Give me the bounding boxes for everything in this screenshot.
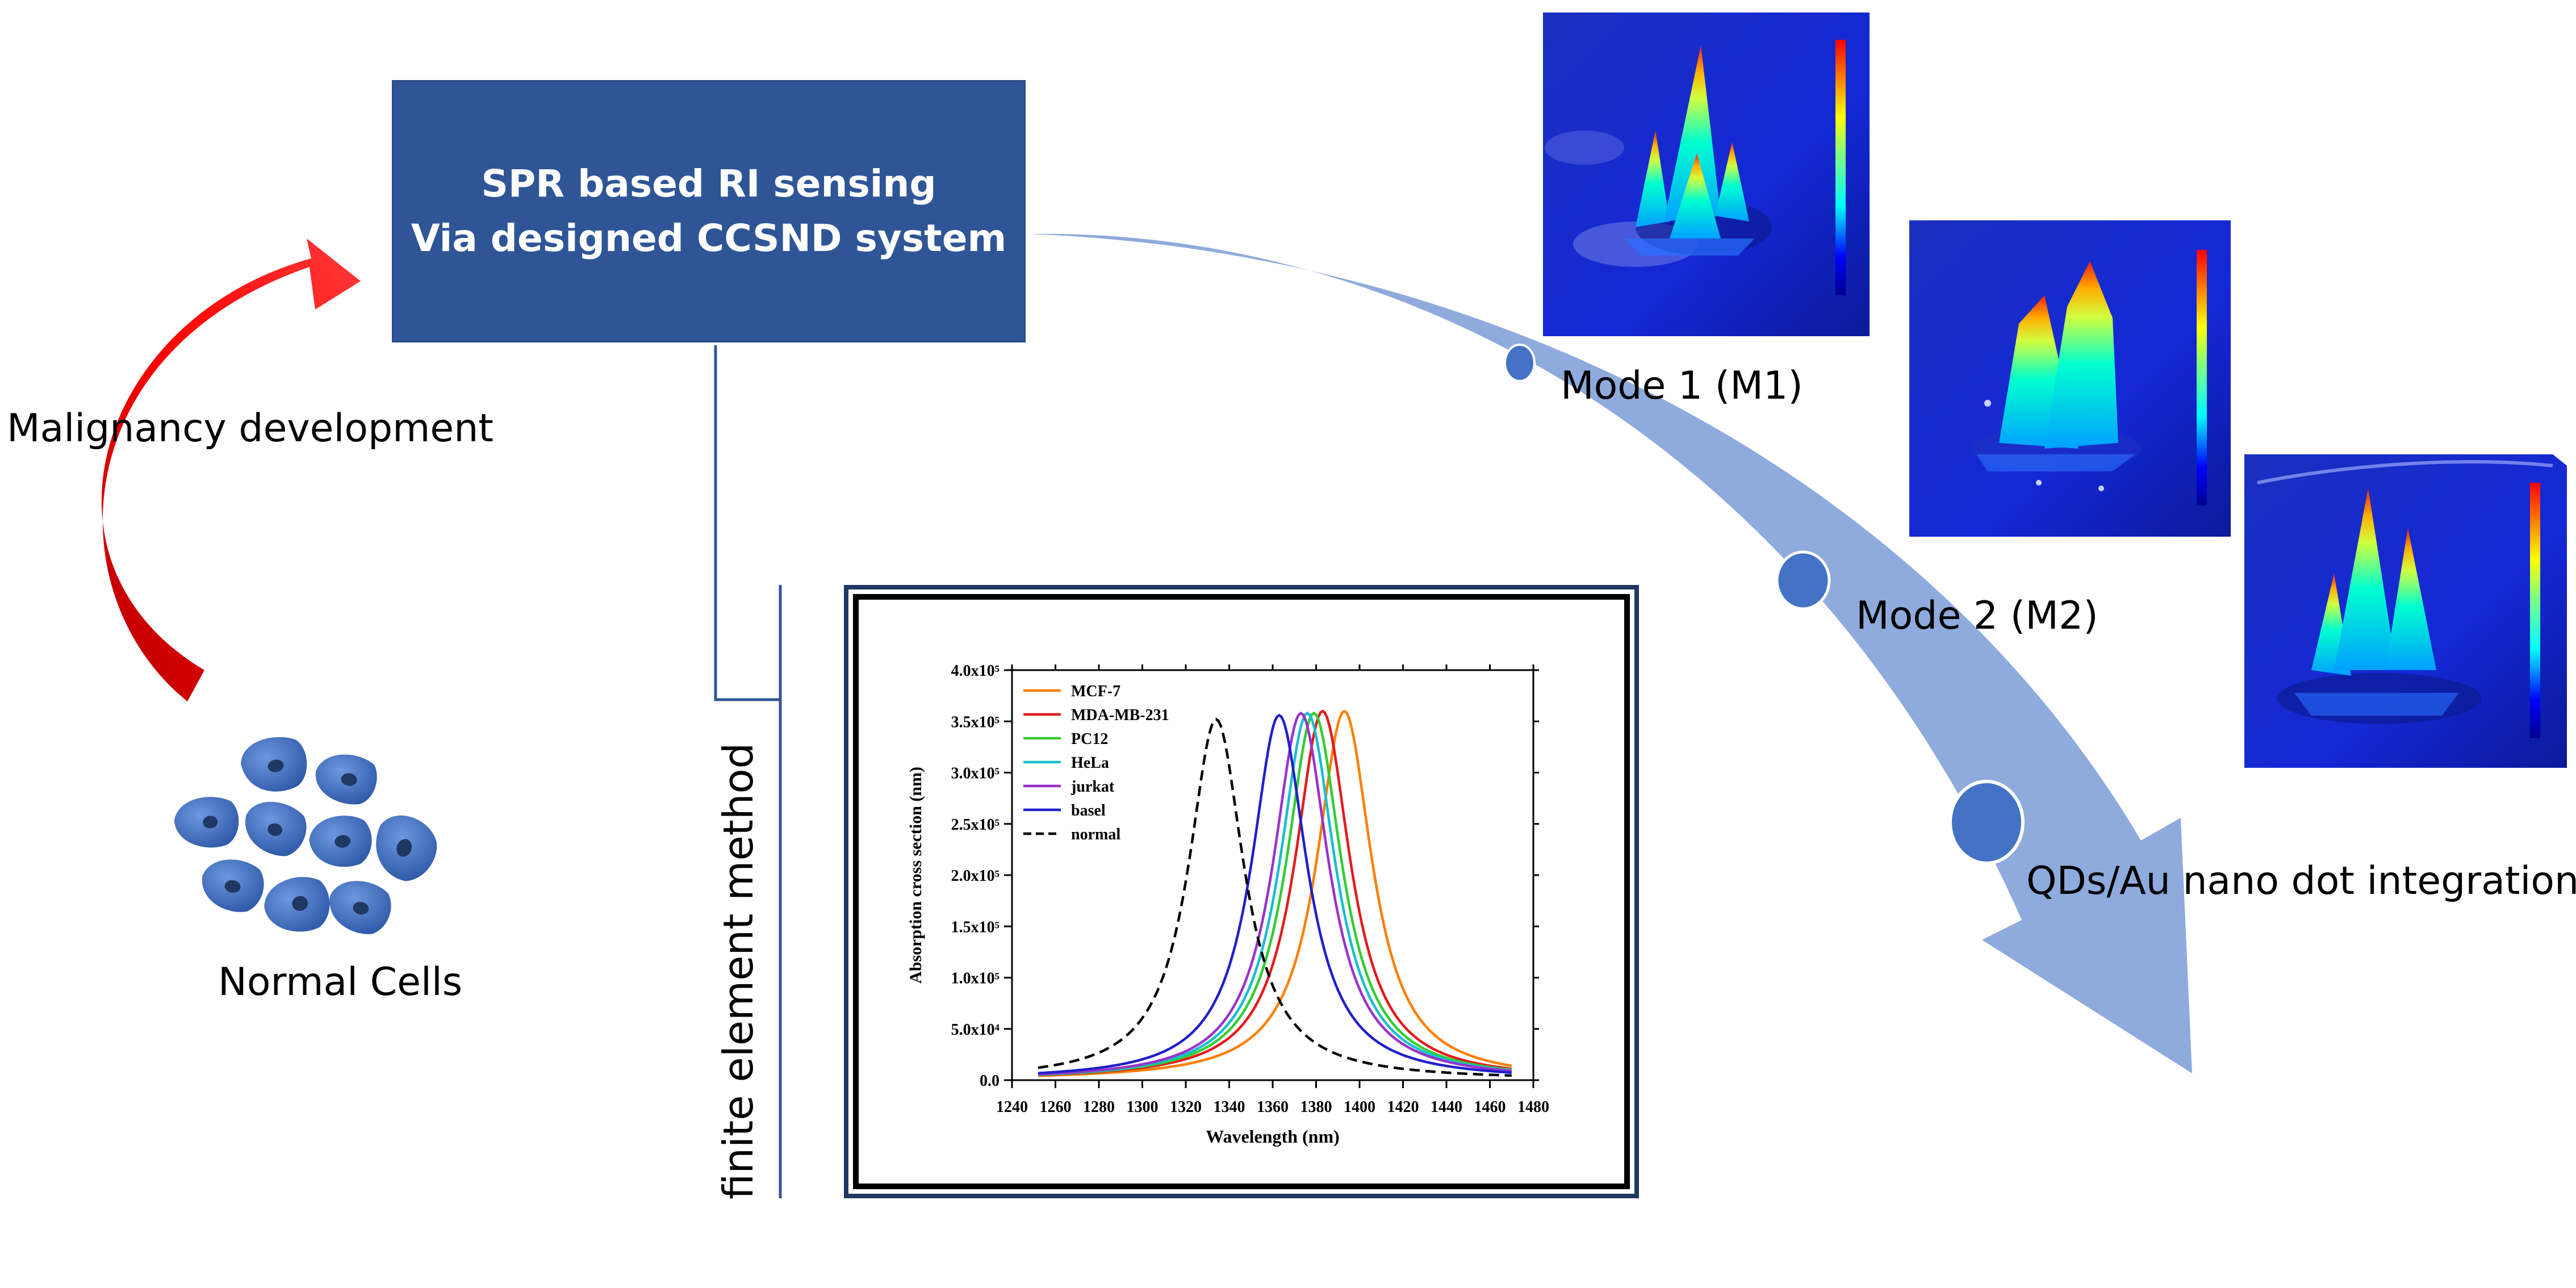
mode2-heatmap: [1909, 220, 2231, 537]
x-tick-label: 1260: [1040, 1098, 1072, 1116]
connector-line: [714, 345, 779, 701]
series-line-mcf-7: [1038, 709, 1512, 1077]
legend-label: MCF-7: [1071, 683, 1120, 700]
cell: [309, 816, 372, 867]
absorption-chart: 1240 1260 1280 1300 1320 1340 1360 1380 1400 1420…: [906, 662, 1549, 1147]
x-tick-label: 1420: [1387, 1098, 1419, 1116]
legend-label: MDA-MB-231: [1071, 706, 1169, 724]
mode2-label: Mode 2 (M2): [1856, 593, 2098, 638]
mode1-label: Mode 1 (M1): [1561, 363, 1803, 408]
y-tick-label: 3.5x10⁵: [951, 713, 1000, 731]
mode1-dot: [1504, 344, 1536, 382]
qd-dot: [1948, 780, 2025, 865]
legend-label: jurkat: [1070, 778, 1115, 796]
legend-label: basel: [1071, 802, 1106, 819]
y-axis-label: Absorption cross section (nm): [906, 767, 925, 984]
cell: [315, 754, 377, 805]
x-tick-label: 1360: [1257, 1098, 1289, 1116]
cell: [241, 737, 307, 792]
normal-cells-group: [174, 737, 437, 934]
y-tick-label: 1.5x10⁵: [951, 918, 1000, 936]
y-tick-label: 3.0x10⁵: [951, 765, 1000, 783]
red-curved-arrow: [101, 239, 361, 701]
cell: [245, 802, 307, 856]
x-tick-label: 1300: [1127, 1098, 1159, 1116]
fem-label: finite element method: [714, 742, 762, 1199]
x-axis-label: Wavelength (nm): [1206, 1126, 1340, 1147]
x-tick-label: 1280: [1083, 1098, 1115, 1116]
y-tick-label: 0.0: [980, 1072, 1000, 1090]
y-tick-label: 2.0x10⁵: [951, 867, 1000, 885]
legend-label: PC12: [1071, 730, 1108, 748]
x-tick-label: 1460: [1474, 1098, 1506, 1116]
series-line-hela: [1038, 712, 1512, 1076]
x-tick-label: 1380: [1300, 1098, 1332, 1116]
mode1-heatmap: [1543, 12, 1870, 336]
x-tick-label: 1240: [996, 1098, 1028, 1116]
y-tick-label: 1.0x10⁵: [951, 970, 1000, 988]
y-tick-label: 4.0x10⁵: [951, 662, 1000, 680]
qd-integration-label: QDs/Au nano dot integration: [2026, 859, 2576, 904]
mode2-dot: [1775, 550, 1831, 610]
legend-label: HeLa: [1071, 754, 1109, 772]
title-line-2: Via designed CCSND system: [411, 216, 1007, 260]
cell: [202, 859, 264, 912]
x-tick-label: 1440: [1431, 1098, 1462, 1116]
y-tick-label: 2.5x10⁵: [951, 816, 1000, 834]
x-tick-label: 1480: [1517, 1098, 1549, 1116]
big-curved-arrow: [1028, 233, 2192, 1073]
x-tick-label: 1320: [1170, 1098, 1202, 1116]
chart-inner-frame: 1240 1260 1280 1300 1320 1340 1360 1380 1400 1420…: [853, 594, 1630, 1189]
x-tick-label: 1400: [1344, 1098, 1375, 1116]
cell: [264, 877, 330, 932]
cell: [174, 797, 239, 848]
cell: [376, 816, 437, 881]
x-tick-label: 1340: [1214, 1098, 1245, 1116]
qd-heatmap: [2244, 454, 2567, 768]
normal-cells-label: Normal Cells: [218, 960, 463, 1005]
malignancy-label: Malignancy development: [7, 406, 494, 451]
series-line-jurkat: [1038, 712, 1512, 1076]
chart-frame: 1240 1260 1280 1300 1320 1340 1360 1380 1400 1420…: [844, 585, 1639, 1198]
spr-title-box: SPR based RI sensing Via designed CCSND …: [392, 80, 1026, 342]
y-tick-label: 5.0x10⁴: [951, 1021, 1000, 1039]
legend-label: normal: [1071, 826, 1120, 843]
series-line-normal: [1038, 717, 1512, 1077]
series-line-basel: [1038, 713, 1512, 1074]
cell: [329, 881, 391, 934]
title-line-1: SPR based RI sensing: [481, 162, 936, 206]
